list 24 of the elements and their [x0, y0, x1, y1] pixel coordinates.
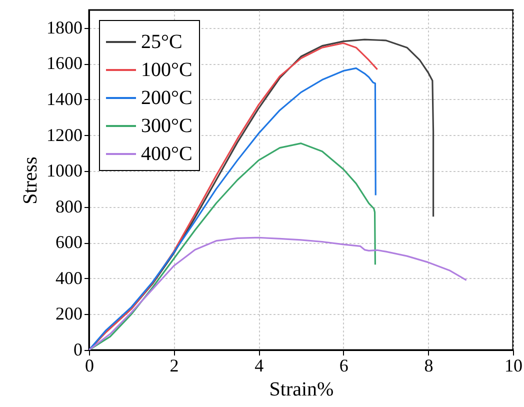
x-tick-label: 4 [254, 356, 264, 376]
x-tick-label: 8 [424, 356, 434, 376]
y-tick-label: 0 [74, 340, 82, 360]
legend-label: 100°C [141, 59, 192, 81]
legend-label: 300°C [141, 115, 192, 137]
y-axis-title: Stress [20, 156, 42, 204]
y-tick-label: 1400 [46, 88, 82, 109]
x-tick-label: 10 [504, 356, 522, 376]
y-tick-label: 600 [56, 232, 82, 252]
x-axis-title: Strain% [269, 378, 334, 400]
y-tick-label: 1600 [46, 53, 82, 74]
x-tick-label: 6 [339, 356, 348, 376]
x-tick-label: 2 [170, 356, 179, 376]
legend-label: 400°C [141, 143, 192, 165]
y-tick-label: 1000 [46, 160, 82, 181]
legend-label: 25°C [141, 31, 182, 53]
y-tick-label: 1200 [46, 124, 82, 145]
y-tick-label: 1800 [46, 17, 82, 38]
y-tick-label: 400 [56, 268, 82, 288]
line-series [89, 236, 468, 350]
y-tick-label: 800 [56, 196, 82, 216]
y-tick-label: 200 [56, 304, 82, 324]
legend-label: 200°C [141, 87, 192, 109]
line-series [89, 142, 376, 350]
